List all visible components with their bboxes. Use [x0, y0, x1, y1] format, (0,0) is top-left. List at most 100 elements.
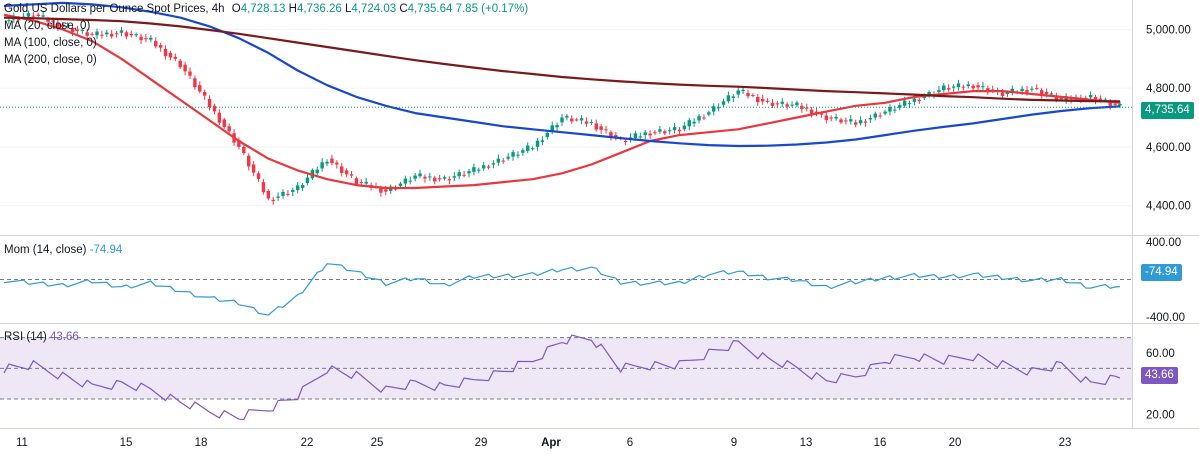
candle-body [16, 18, 21, 21]
candle-body [85, 32, 89, 36]
mom-line [3, 263, 1121, 316]
candle-body [1030, 88, 1034, 90]
candle-body [540, 140, 545, 142]
candle-body [295, 185, 300, 190]
candle-body [212, 105, 217, 112]
candle-body [721, 101, 726, 105]
candle-body [271, 199, 275, 202]
candle-body [95, 31, 99, 36]
candle-body [217, 112, 222, 123]
candle-body [354, 178, 359, 185]
x-tick-label: 6 [627, 437, 633, 449]
candle-body [1000, 92, 1005, 96]
candle-body [481, 165, 486, 169]
candle-body [193, 78, 197, 88]
rsi-tick-label: 60.00 [1146, 348, 1175, 360]
candle-body [168, 52, 173, 58]
candle-body [951, 86, 956, 88]
price-tick-label: 4,400.00 [1146, 201, 1191, 213]
candle-body [325, 161, 329, 164]
candle-body [516, 154, 520, 156]
candle-body [340, 166, 344, 173]
candle-body [398, 183, 403, 187]
candle-body [70, 27, 75, 32]
candle-body [237, 140, 241, 147]
chart-header: Gold US Dollars per Ounce Spot Prices, 4… [4, 2, 528, 16]
mom-badge: -74.94 [1141, 264, 1182, 281]
candle-body [256, 173, 261, 179]
ma100-legend: MA (100, close, 0) [4, 37, 97, 49]
candle-body [1039, 90, 1044, 95]
candle-body [927, 92, 931, 96]
candle-body [114, 33, 119, 35]
candle-body [780, 101, 784, 104]
candle-body [149, 37, 153, 40]
candle-body [697, 116, 701, 121]
candle-body [188, 71, 192, 76]
candle-body [653, 132, 657, 134]
candle-body [819, 113, 824, 115]
candle-body [942, 85, 946, 91]
candle-body [912, 98, 917, 102]
candle-body [163, 48, 168, 57]
candle-body [344, 170, 349, 175]
candle-body [36, 14, 40, 16]
ma100-line [3, 1, 1121, 148]
candle-body [555, 124, 559, 128]
ma200-line [3, 16, 1121, 103]
candle-body [961, 86, 966, 88]
candle-body [805, 107, 809, 109]
candle-body [139, 36, 143, 41]
rsi-label: RSI (14) [4, 331, 47, 343]
candle-body [1025, 90, 1029, 93]
rsi-tick-label: 20.00 [1146, 409, 1175, 421]
candle-body [129, 33, 133, 36]
mom-label: Mom (14, close) [4, 244, 87, 256]
candle-body [1005, 92, 1010, 94]
candle-body [408, 180, 412, 182]
candle-body [1044, 92, 1049, 94]
candle-body [496, 158, 501, 163]
x-tick-label: 18 [195, 437, 208, 449]
candle-body [1113, 103, 1117, 105]
candle-body [452, 176, 457, 178]
candle-body [1020, 88, 1024, 92]
candle-body [574, 119, 579, 121]
candle-body [437, 178, 442, 180]
candle-body [61, 24, 65, 28]
candle-body [623, 141, 628, 142]
candle-body [550, 125, 554, 133]
candle-body [242, 146, 246, 154]
candle-body [247, 155, 251, 167]
close-value: 4,735.64 [407, 3, 453, 15]
rsi-legend: RSI (14) 43.66 [4, 330, 79, 344]
candle-body [883, 111, 887, 114]
rsi-badge: 43.66 [1141, 367, 1178, 384]
ma200-legend: MA (200, close, 0) [4, 54, 97, 66]
candle-body [658, 129, 662, 132]
candle-body [80, 29, 85, 31]
candle-body [124, 32, 129, 37]
candle-body [565, 115, 569, 118]
candle-body [413, 175, 417, 179]
candle-body [251, 164, 256, 173]
candle-body [467, 171, 471, 174]
candle-body [281, 191, 285, 196]
candle-body [834, 116, 838, 119]
candle-body [702, 117, 706, 119]
open-label: O [231, 3, 241, 15]
x-tick-label: 15 [120, 437, 133, 449]
x-tick-label: 13 [800, 437, 813, 449]
candle-body [90, 33, 94, 35]
price-tick-label: 4,600.00 [1146, 142, 1191, 154]
candle-body [320, 162, 324, 169]
candle-body [315, 169, 319, 174]
candle-body [119, 30, 124, 33]
candle-body [687, 120, 691, 127]
candle-body [1098, 98, 1103, 101]
high-value: 4,736.26 [296, 3, 342, 15]
candle-body [433, 177, 437, 182]
candle-body [1088, 94, 1093, 98]
candle-body [472, 167, 476, 172]
candle-body [853, 122, 858, 125]
